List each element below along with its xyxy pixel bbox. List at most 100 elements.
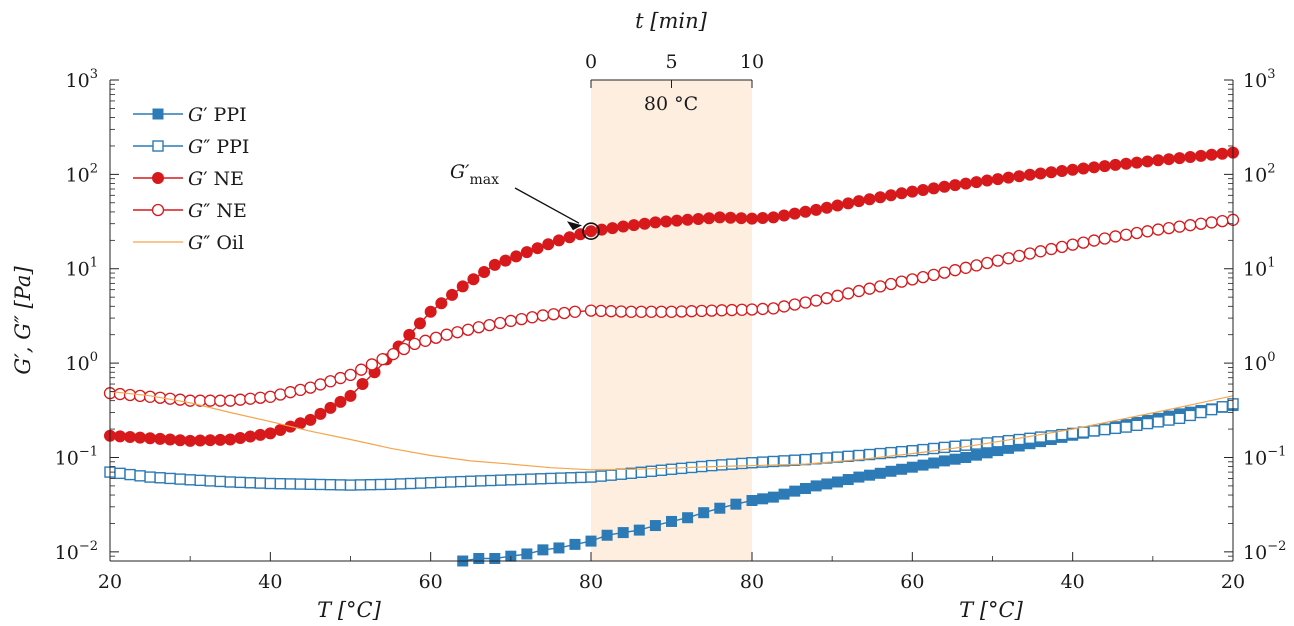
y-tick-label-right: 102	[1243, 161, 1275, 186]
data-point	[938, 180, 951, 193]
data-point	[563, 231, 576, 244]
legend-item: G″ Oil	[133, 232, 244, 254]
gmax-arrow-line	[514, 187, 580, 224]
data-point	[1195, 406, 1207, 419]
data-point	[585, 535, 597, 547]
data-point	[695, 304, 708, 318]
data-point	[1013, 433, 1025, 446]
data-point	[778, 488, 790, 500]
data-point	[615, 305, 628, 318]
x-bottom-tick-label: 40	[1061, 571, 1085, 593]
data-point	[895, 275, 908, 288]
data-point	[1141, 417, 1154, 430]
data-point	[665, 305, 678, 318]
data-point	[778, 209, 791, 222]
data-point	[789, 485, 801, 497]
data-point	[756, 302, 769, 316]
y-tick-label-right: 101	[1243, 256, 1275, 281]
data-point	[906, 185, 919, 198]
data-point	[601, 529, 613, 541]
data-point	[927, 182, 940, 195]
data-point	[355, 363, 368, 376]
x-top-tick-label: 0	[585, 51, 597, 73]
data-point	[820, 201, 833, 214]
data-point	[387, 347, 400, 361]
data-point	[584, 304, 598, 317]
data-point	[981, 447, 993, 459]
data-point	[938, 266, 951, 279]
data-point	[475, 475, 487, 487]
data-point	[1216, 147, 1229, 160]
data-point	[294, 383, 307, 397]
data-point	[842, 474, 854, 486]
data-point	[334, 371, 347, 385]
data-point	[174, 473, 186, 485]
data-point	[852, 284, 866, 298]
y-tick-label-left: 101	[66, 256, 98, 281]
data-point	[675, 305, 688, 318]
data-point	[254, 477, 267, 489]
y-tick-label-left: 10−2	[55, 539, 98, 564]
data-point	[670, 214, 683, 227]
data-point	[184, 394, 197, 407]
data-point	[344, 389, 357, 402]
data-point	[1163, 414, 1175, 426]
data-point	[234, 431, 247, 444]
data-point	[224, 476, 236, 488]
data-point	[1013, 440, 1025, 452]
data-point	[617, 220, 630, 233]
data-point	[424, 305, 437, 318]
data-point	[555, 472, 567, 484]
x-bottom-tick-label: 80	[740, 571, 764, 593]
data-point	[488, 258, 501, 271]
data-point	[1131, 419, 1143, 432]
data-point	[152, 172, 164, 184]
data-point	[649, 216, 662, 229]
y-tick-label-right: 100	[1243, 350, 1275, 375]
data-point	[264, 427, 277, 440]
data-point	[542, 238, 555, 251]
data-point	[810, 453, 822, 465]
data-point	[960, 439, 972, 451]
data-point	[224, 433, 237, 446]
data-point	[164, 433, 177, 446]
data-point	[706, 459, 718, 472]
data-point	[520, 246, 533, 259]
x-top-tick-label: 10	[740, 51, 764, 73]
data-point	[419, 334, 432, 347]
data-point	[304, 413, 317, 426]
data-point	[970, 259, 983, 272]
data-point	[1216, 214, 1229, 228]
legend-item: G′ PPI	[133, 104, 247, 126]
gmax-label: G′max	[450, 161, 499, 188]
data-point	[194, 474, 206, 487]
data-point	[595, 470, 607, 482]
data-point	[960, 451, 972, 463]
data-point	[435, 297, 448, 310]
data-point	[831, 199, 844, 212]
data-point	[558, 306, 571, 320]
data-point	[992, 445, 1004, 457]
x-axis-label-heating: T [°C]	[317, 598, 381, 622]
data-point	[660, 215, 673, 228]
data-point	[959, 261, 972, 274]
data-point	[547, 308, 560, 321]
data-point	[884, 277, 898, 291]
data-point	[1141, 225, 1154, 238]
data-point	[574, 228, 587, 241]
data-point	[478, 266, 491, 279]
data-point	[414, 477, 427, 489]
data-point	[736, 457, 748, 470]
data-point	[1034, 167, 1047, 180]
data-point	[264, 390, 277, 403]
data-point	[424, 477, 437, 489]
data-point	[536, 309, 550, 322]
data-point	[799, 205, 812, 218]
data-point	[735, 303, 749, 316]
data-point	[204, 434, 217, 447]
data-point	[344, 479, 357, 491]
data-point	[234, 393, 247, 406]
series-g-ne	[103, 213, 1240, 407]
x-bottom-tick-label: 20	[98, 571, 122, 593]
data-point	[853, 471, 865, 483]
